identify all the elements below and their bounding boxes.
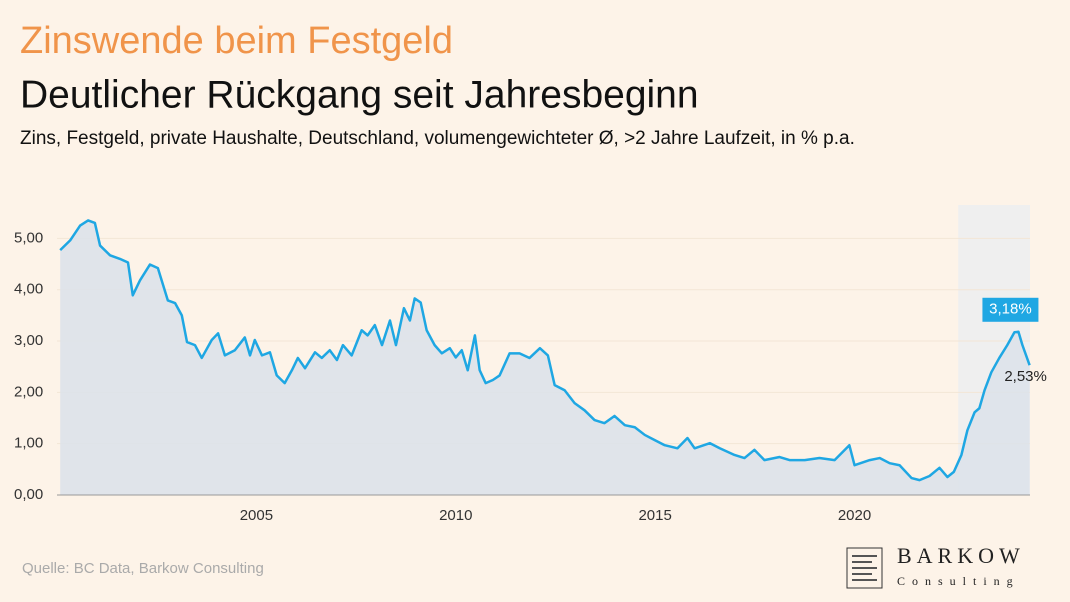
annotation-label: 2,53% <box>1004 368 1047 385</box>
x-tick-label: 2015 <box>638 507 671 524</box>
annotation-box <box>982 297 1039 322</box>
annotation-label: 3,18% <box>989 301 1032 318</box>
logo: BARKOW Consulting <box>846 543 1025 589</box>
annotation: 3,18% <box>982 297 1039 322</box>
x-tick-label: 2005 <box>240 507 273 524</box>
y-tick-label: 3,00 <box>14 332 43 349</box>
y-tick-label: 4,00 <box>14 281 43 298</box>
chart-title: Zinswende beim Festgeld <box>20 20 453 62</box>
source: Quelle: BC Data, Barkow Consulting <box>22 560 264 577</box>
line <box>59 219 1031 482</box>
logo-tagline: Consulting <box>897 574 1020 588</box>
area <box>60 220 1030 495</box>
y-tick-label: 1,00 <box>14 435 43 452</box>
x-tick-label: 2020 <box>838 507 871 524</box>
chart-subtitle: Deutlicher Rückgang seit Jahresbeginn <box>20 73 699 116</box>
y-tick-label: 2,00 <box>14 383 43 400</box>
y-tick-label: 0,00 <box>14 486 43 503</box>
chart-description: Zins, Festgeld, private Haushalte, Deuts… <box>20 128 855 149</box>
logo-name: BARKOW <box>897 543 1025 568</box>
logo-lines <box>852 555 877 581</box>
logo-icon <box>846 547 883 589</box>
y-tick-label: 5,00 <box>14 229 43 246</box>
x-tick-label: 2010 <box>439 507 472 524</box>
